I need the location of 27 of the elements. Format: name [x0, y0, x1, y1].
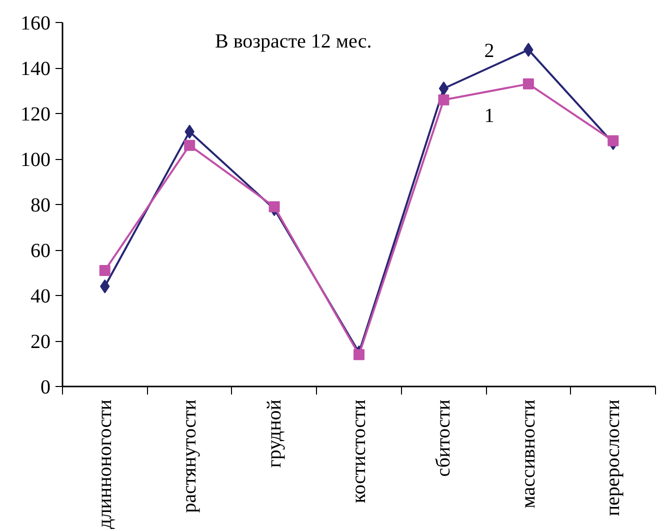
point — [354, 349, 364, 360]
point — [184, 140, 196, 151]
y-tick-label: 120 — [20, 104, 50, 126]
y-tick-label: 60 — [30, 240, 50, 262]
y-tick-label: 40 — [30, 286, 50, 308]
x-tick-label: сбитости — [432, 399, 455, 477]
x-tick-label: перерослости — [602, 399, 624, 516]
point — [438, 94, 450, 106]
series-label: 1 — [484, 104, 494, 127]
point — [99, 264, 110, 276]
x-tick-label: длинноногости — [94, 399, 116, 529]
chart-title: В возрасте 12 мес. — [214, 30, 372, 52]
point — [438, 81, 449, 96]
y-tick-label: 0 — [40, 376, 50, 398]
y-tick-label: 20 — [30, 331, 50, 353]
x-tick-label: грудной — [263, 399, 286, 468]
point — [268, 201, 280, 212]
series-label: 2 — [484, 40, 494, 62]
y-tick-label: 140 — [20, 58, 50, 80]
x-tick-label: костистости — [348, 399, 370, 504]
point — [522, 78, 534, 90]
point — [608, 135, 619, 146]
x-tick-label: массивности — [517, 399, 540, 508]
y-tick-label: 160 — [20, 12, 50, 34]
y-tick-label: 100 — [20, 149, 50, 171]
y-tick-label: 80 — [30, 194, 50, 216]
x-tick-label: растянутости — [178, 399, 201, 513]
